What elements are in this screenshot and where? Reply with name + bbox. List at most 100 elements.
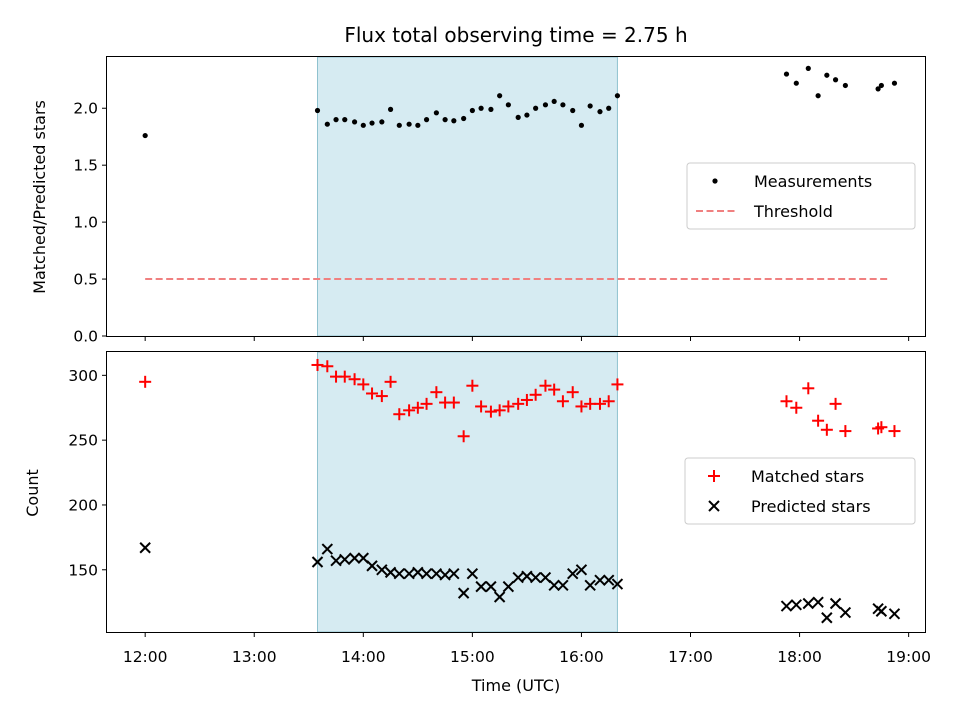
legend-threshold-label: Threshold — [753, 202, 833, 221]
predicted-star-point — [457, 587, 470, 599]
matched-star-point — [566, 386, 579, 399]
predicted-star-point — [839, 606, 852, 619]
top-series-layer — [142, 65, 898, 281]
bottom-y-axis-label: Count — [23, 469, 42, 517]
measurement-point — [142, 132, 148, 139]
bottom-xtick-label: 15:00 — [450, 648, 495, 666]
matched-star-point — [139, 375, 152, 388]
predicted-star-point — [512, 571, 524, 584]
legend-measurements-marker — [712, 178, 718, 184]
measurement-point — [360, 122, 366, 128]
measurement-point — [505, 102, 511, 108]
predicted-star-point — [493, 591, 506, 603]
x-axis-label: Time (UTC) — [471, 676, 560, 695]
measurement-point — [351, 119, 358, 125]
measurement-point — [891, 80, 898, 86]
bottom-x-ticks: 12:00 13:00 14:00 15:00 16:00 17:00 18:00 19:00 — [123, 632, 931, 666]
matched-star-point — [357, 378, 370, 391]
measurement-point — [597, 109, 603, 115]
top-y-ticks: 0.0 0.5 1.0 1.5 2.0 — [73, 100, 107, 346]
bottom-shaded-span — [316, 351, 618, 633]
predicted-star-point — [529, 571, 542, 584]
bottom-panel: 150 200 250 300 12:00 13:00 14:00 15:00 16:00 17… — [23, 351, 931, 695]
measurement-point — [515, 114, 521, 120]
bottom-y-ticks: 150 200 250 300 — [68, 367, 107, 579]
matched-star-point — [466, 379, 479, 392]
measurement-point — [369, 120, 375, 126]
matched-star-point — [780, 395, 793, 408]
bottom-xtick-label: 13:00 — [232, 648, 277, 666]
bottom-xtick-label: 19:00 — [886, 648, 931, 666]
top-ytick-label: 0.5 — [73, 271, 98, 289]
predicted-star-point — [611, 578, 624, 590]
matched-star-point — [875, 421, 888, 434]
measurement-point — [578, 122, 585, 128]
measurement-point — [783, 71, 790, 77]
matched-star-point — [430, 386, 443, 399]
matched-star-point — [366, 387, 379, 400]
matched-star-point — [512, 397, 525, 410]
matched-star-point — [520, 393, 533, 406]
predicted-star-point — [339, 553, 351, 566]
measurement-point — [832, 77, 839, 83]
bottom-series-layer — [139, 358, 901, 624]
top-legend-box — [686, 162, 916, 230]
matched-star-point — [802, 382, 815, 395]
matched-star-point — [593, 397, 606, 410]
matched-star-point — [311, 358, 324, 371]
measurement-point — [415, 122, 421, 128]
measurement-point — [524, 112, 530, 118]
top-panel: 0.00.51.01.52.0 Matched/Predicted stars … — [30, 56, 926, 346]
predicted-star-point — [393, 567, 406, 580]
measurement-point — [469, 107, 475, 114]
bottom-legend-box — [684, 457, 916, 525]
matched-star-point — [484, 405, 497, 418]
top-ytick-label: 2.0 — [73, 100, 98, 118]
bottom-ytick-label: 150 — [68, 561, 98, 579]
predicted-star-point — [602, 574, 615, 586]
predicted-star-point — [420, 567, 433, 580]
matched-star-point — [384, 375, 397, 388]
predicted-star-point — [466, 567, 479, 580]
matched-star-point — [493, 404, 506, 417]
matched-star-point — [548, 383, 561, 396]
matched-star-point — [556, 395, 569, 408]
matched-star-point — [790, 401, 803, 414]
predicted-star-point — [557, 579, 569, 592]
measurement-point — [497, 93, 503, 99]
matched-star-point — [539, 379, 552, 392]
legend-matched-label: Matched stars — [751, 467, 864, 486]
matched-star-point — [411, 401, 424, 414]
matched-star-point — [321, 360, 334, 373]
predicted-star-point — [521, 570, 533, 582]
predicted-star-point — [430, 567, 443, 580]
top-ytick-label: 0.0 — [73, 328, 98, 346]
bottom-plot-frame — [106, 351, 926, 633]
predicted-star-point — [475, 580, 487, 593]
bottom-xtick-label: 14:00 — [341, 648, 386, 666]
measurement-point — [875, 86, 881, 92]
predicted-star-point — [403, 567, 415, 580]
measurement-point — [423, 117, 430, 123]
measurement-point — [805, 65, 811, 71]
matched-star-point — [348, 373, 361, 386]
top-legend: Measurements Threshold — [686, 162, 916, 230]
predicted-star-point — [412, 566, 424, 579]
measurement-point — [324, 121, 330, 127]
predicted-star-point — [888, 608, 901, 620]
measurement-point — [387, 106, 394, 112]
measurement-point — [333, 117, 339, 123]
matched-star-point — [575, 400, 588, 413]
measurement-point — [396, 122, 402, 128]
matched-star-point — [420, 397, 433, 410]
matched-star-point — [393, 408, 406, 421]
measurement-point — [815, 93, 821, 99]
top-y-axis-label: Matched/Predicted stars — [30, 100, 49, 294]
predicted-star-point — [584, 579, 596, 592]
predicted-star-point — [575, 564, 588, 576]
matched-star-point — [403, 404, 416, 417]
measurement-point — [842, 82, 848, 89]
measurement-point — [587, 103, 593, 109]
measurement-point — [342, 117, 348, 123]
